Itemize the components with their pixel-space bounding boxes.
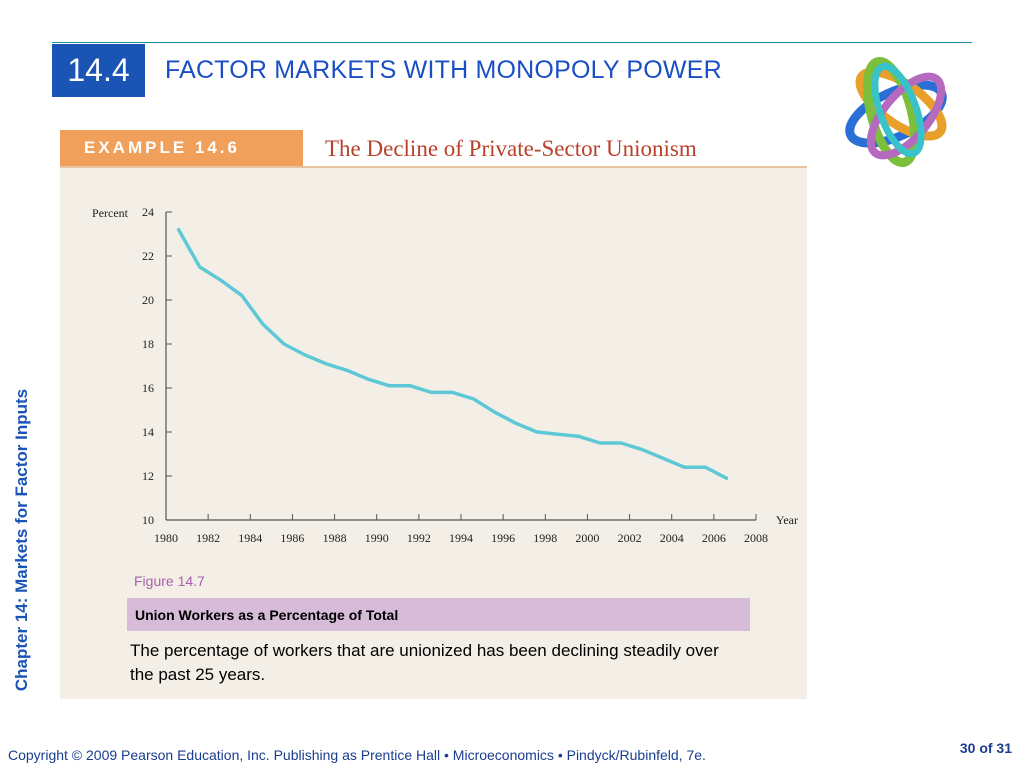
series-line-union-workers xyxy=(176,227,729,480)
x-tick-label: 1996 xyxy=(491,531,515,545)
data-point xyxy=(619,441,623,445)
header-divider xyxy=(60,166,807,168)
data-point xyxy=(198,265,202,269)
data-point xyxy=(493,410,497,414)
data-point xyxy=(345,368,349,372)
section-number: 14.4 xyxy=(52,44,145,97)
x-tick-label: 1982 xyxy=(196,531,220,545)
example-header: EXAMPLE 14.6 The Decline of Private-Sect… xyxy=(60,128,807,168)
y-tick-label: 10 xyxy=(142,513,154,527)
rings-logo-icon xyxy=(845,57,947,167)
data-point xyxy=(682,465,686,469)
figure-label: Figure 14.7 xyxy=(134,573,205,589)
data-point xyxy=(366,377,370,381)
data-point xyxy=(303,353,307,357)
x-tick-label: 1988 xyxy=(323,531,347,545)
x-tick-label: 1984 xyxy=(238,531,262,545)
data-point xyxy=(408,384,412,388)
data-point xyxy=(387,384,391,388)
data-point xyxy=(725,476,728,480)
y-tick-label: 22 xyxy=(142,249,154,263)
figure-caption: The percentage of workers that are union… xyxy=(130,641,719,684)
data-point xyxy=(598,441,602,445)
x-tick-label: 1990 xyxy=(365,531,389,545)
data-point xyxy=(556,432,560,436)
y-axis-label: Percent xyxy=(92,206,129,220)
x-tick-label: 2002 xyxy=(618,531,642,545)
example-title: The Decline of Private-Sector Unionism xyxy=(325,136,697,161)
data-point xyxy=(177,228,181,232)
figure-title-bar: Union Workers as a Percentage of Total xyxy=(127,598,750,631)
data-point xyxy=(261,322,265,326)
data-point xyxy=(703,465,707,469)
page-number: 30 of 31 xyxy=(959,740,1012,756)
data-point xyxy=(514,421,518,425)
x-tick-label: 1992 xyxy=(407,531,431,545)
x-tick-label: 2000 xyxy=(575,531,599,545)
y-tick-label: 16 xyxy=(142,381,154,395)
footer-copyright: Copyright © 2009 Pearson Education, Inc.… xyxy=(8,747,706,763)
data-point xyxy=(577,434,581,438)
data-point xyxy=(219,278,223,282)
data-point xyxy=(240,294,244,298)
data-point xyxy=(640,448,644,452)
x-tick-label: 1980 xyxy=(154,531,178,545)
data-point xyxy=(282,342,286,346)
y-tick-label: 18 xyxy=(142,337,154,351)
y-tick-label: 24 xyxy=(142,205,154,219)
y-tick-label: 14 xyxy=(142,425,154,439)
data-point xyxy=(430,390,433,394)
x-tick-label: 2006 xyxy=(702,531,726,545)
figure-title: Union Workers as a Percentage of Total xyxy=(135,606,399,623)
data-point xyxy=(324,362,328,366)
x-axis-label: Year xyxy=(776,513,798,527)
data-point xyxy=(451,390,455,394)
top-rule xyxy=(52,42,972,43)
x-tick-label: 1986 xyxy=(280,531,304,545)
x-tick-label: 2004 xyxy=(660,531,684,545)
y-tick-label: 20 xyxy=(142,293,154,307)
x-tick-label: 1994 xyxy=(449,531,473,545)
data-point xyxy=(472,397,476,401)
slide-title: FACTOR MARKETS WITH MONOPOLY POWER xyxy=(165,56,722,84)
example-tag: EXAMPLE 14.6 xyxy=(60,130,303,166)
y-tick-label: 12 xyxy=(142,469,154,483)
data-point xyxy=(535,430,539,434)
x-tick-label: 2008 xyxy=(744,531,768,545)
x-tick-label: 1998 xyxy=(533,531,557,545)
data-point xyxy=(661,456,665,460)
